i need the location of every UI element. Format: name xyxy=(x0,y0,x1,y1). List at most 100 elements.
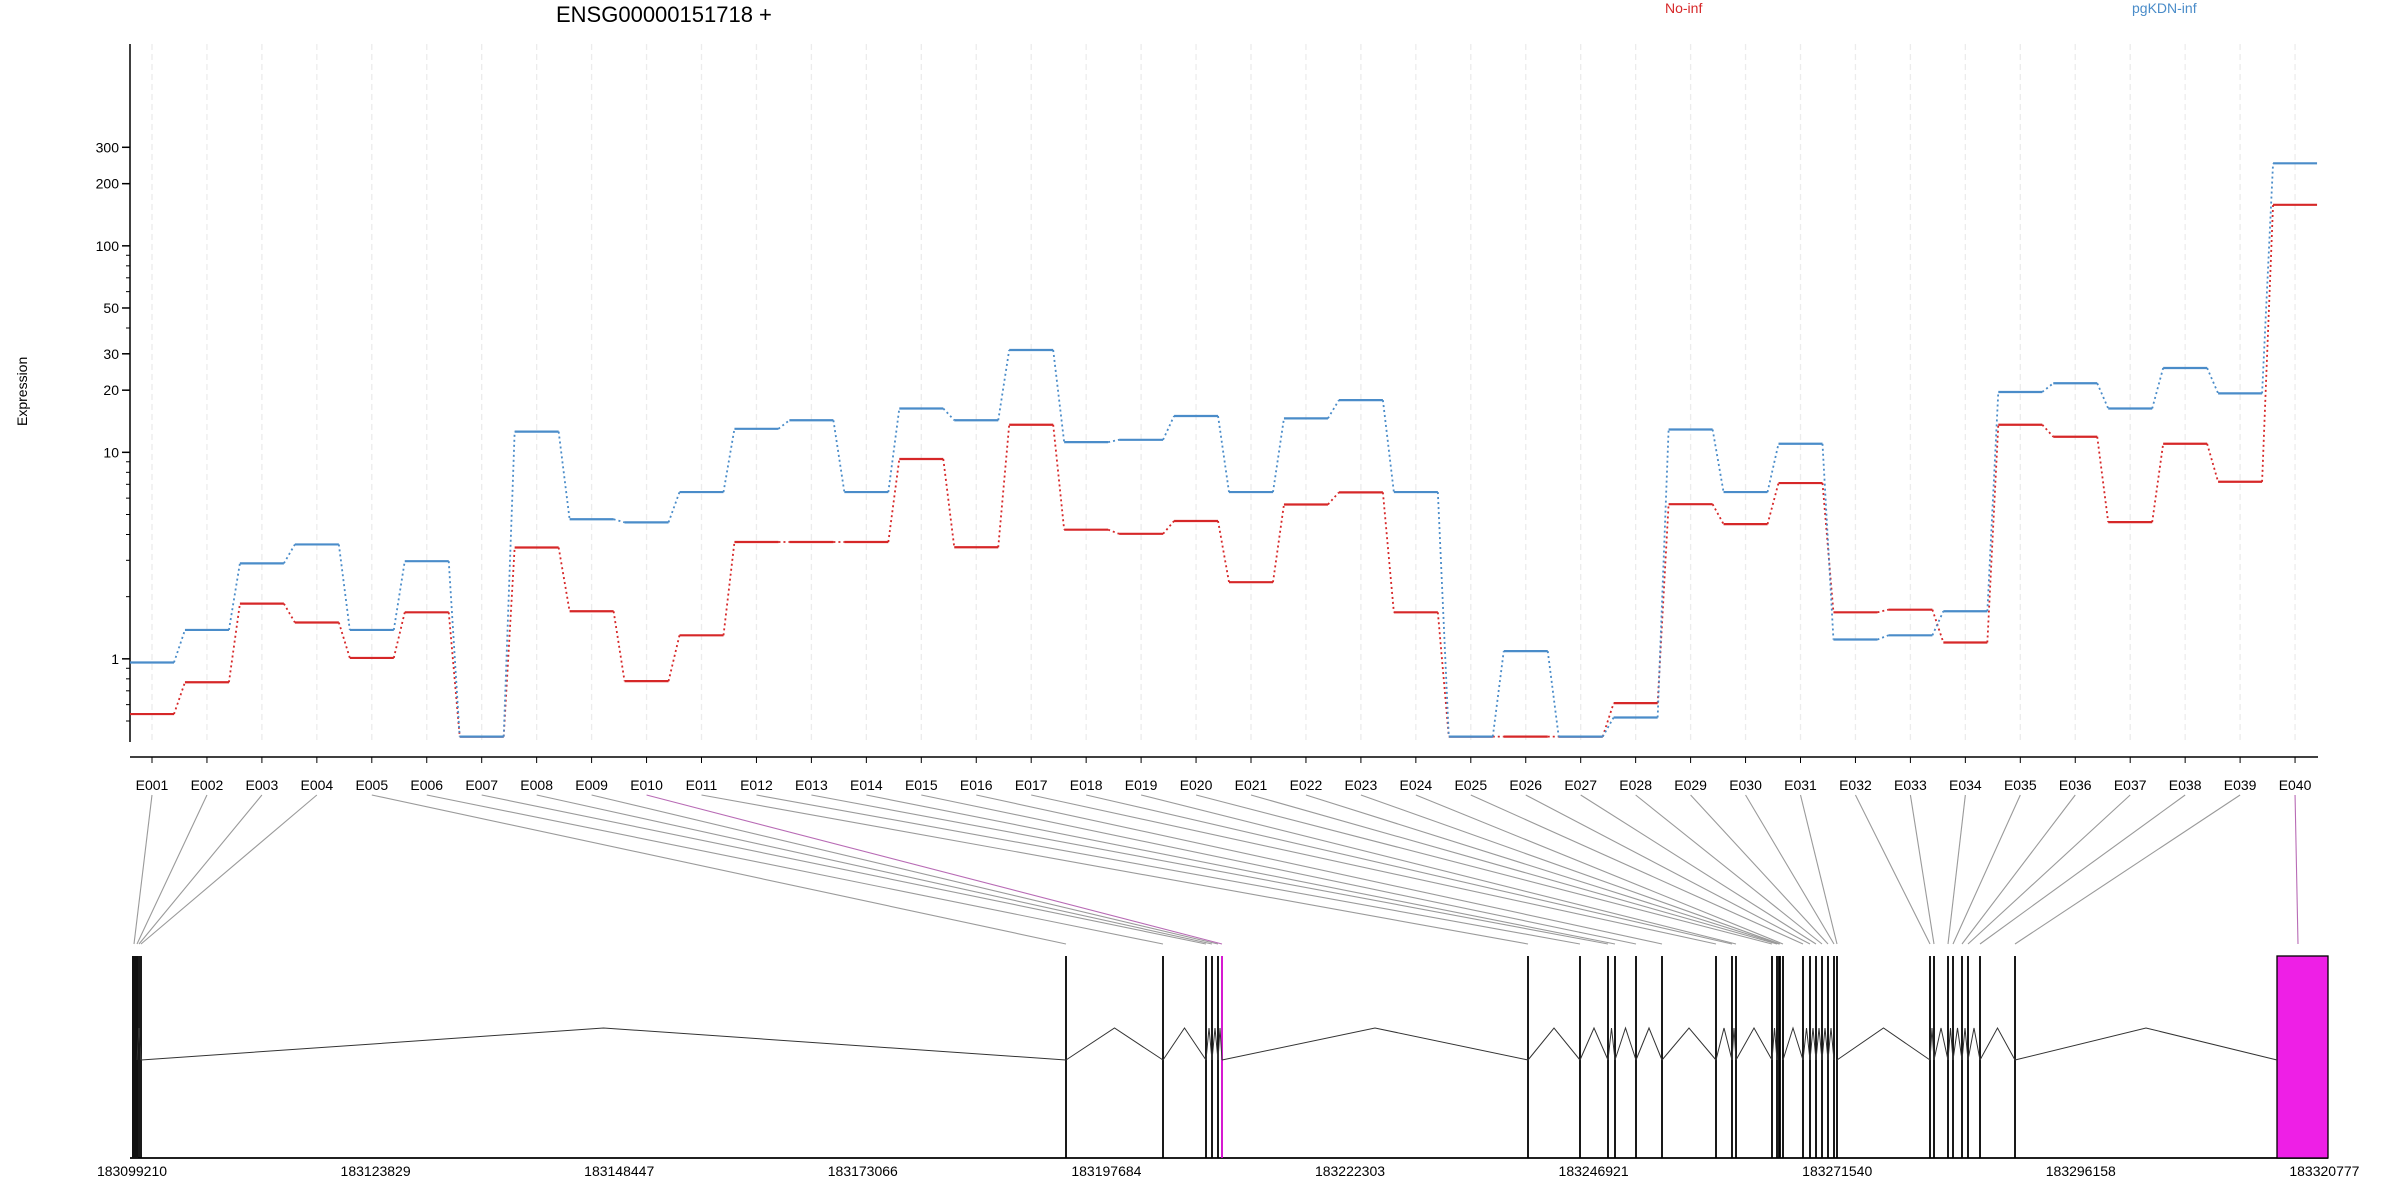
exon-connector xyxy=(1525,794,1811,945)
intron-line xyxy=(2014,1027,2278,1061)
genomic-coordinate-label: 183123829 xyxy=(341,1163,411,1179)
exon-connector xyxy=(1360,794,1781,945)
genomic-coordinate-label: 183296158 xyxy=(2046,1163,2116,1179)
exon-connector xyxy=(1909,794,1935,945)
x-tick-label: E013 xyxy=(795,777,828,793)
x-tick-label: E030 xyxy=(1729,777,1762,793)
data-connector xyxy=(557,431,571,520)
data-connector xyxy=(887,458,901,543)
intron-line xyxy=(1614,1026,1637,1061)
intron-line xyxy=(1065,1027,1164,1061)
intron-line xyxy=(1221,1027,1529,1061)
data-connector xyxy=(1656,504,1670,704)
x-tick-label: E012 xyxy=(740,777,773,793)
genomic-coordinate-label: 183099210 xyxy=(97,1163,167,1179)
data-connector xyxy=(612,611,626,682)
exon-connector xyxy=(536,794,1213,945)
intron-line xyxy=(1802,1027,1811,1061)
x-tick-label: E018 xyxy=(1070,777,1103,793)
intron-line xyxy=(1947,1027,1954,1061)
data-connector xyxy=(337,544,351,631)
series-pgkdn-inf xyxy=(130,162,2318,738)
data-connector xyxy=(1052,349,1066,443)
exon-connector xyxy=(811,794,1609,945)
exon-connector xyxy=(1195,794,1773,945)
x-tick-label: E021 xyxy=(1235,777,1268,793)
exon-block xyxy=(132,956,138,1158)
data-connector xyxy=(1601,717,1615,738)
genomic-coordinate-label: 183197684 xyxy=(1071,1163,1141,1179)
exon-connector xyxy=(866,794,1616,945)
x-tick-label: E039 xyxy=(2224,777,2257,793)
x-tick-label: E004 xyxy=(300,777,333,793)
data-connector xyxy=(502,431,516,737)
data-connector xyxy=(667,635,681,682)
data-connector xyxy=(722,541,736,636)
data-connector xyxy=(283,543,296,564)
data-connector xyxy=(1877,608,1889,614)
intron-line xyxy=(1952,1027,1963,1061)
exon-connector xyxy=(1305,794,1780,945)
x-tick-label: E011 xyxy=(686,777,718,793)
exon-connector xyxy=(140,794,318,945)
data-connector xyxy=(173,681,186,715)
data-connector xyxy=(447,612,461,737)
genomic-coordinate-label: 183320777 xyxy=(2289,1163,2359,1179)
data-connector xyxy=(1436,612,1450,737)
intron-line xyxy=(1731,1027,1737,1061)
data-connector xyxy=(2041,382,2054,393)
legend-entry-no-inf: No-inf xyxy=(1665,0,1703,16)
exon-connector xyxy=(1854,794,1931,945)
exon-connector xyxy=(371,794,1067,945)
exon-connector xyxy=(1961,794,2076,945)
exon-connector xyxy=(1086,794,1733,945)
exon-connector xyxy=(1745,794,1835,945)
intron-line xyxy=(1771,1027,1778,1061)
data-connector xyxy=(1107,438,1120,444)
intron-line xyxy=(1715,1027,1733,1061)
x-tick-label: E022 xyxy=(1290,777,1323,793)
data-connector xyxy=(942,407,955,421)
x-tick-label: E028 xyxy=(1619,777,1652,793)
data-connector xyxy=(1382,400,1395,493)
data-connector xyxy=(667,491,681,523)
data-connector xyxy=(337,622,351,659)
genomic-coordinate-label: 183246921 xyxy=(1559,1163,1629,1179)
x-tick-label: E023 xyxy=(1345,777,1378,793)
x-tick-label: E025 xyxy=(1454,777,1487,793)
intron-line xyxy=(1961,1027,1969,1061)
intron-line xyxy=(1217,1027,1223,1061)
x-tick-label: E019 xyxy=(1125,777,1158,793)
intron-line xyxy=(136,1027,142,1061)
x-tick-label: E037 xyxy=(2114,777,2147,793)
data-connector xyxy=(942,458,956,548)
data-connector xyxy=(1601,702,1615,737)
x-tick-label: E035 xyxy=(2004,777,2037,793)
x-tick-label: E027 xyxy=(1564,777,1597,793)
data-connector xyxy=(1766,443,1780,493)
data-connector xyxy=(1986,424,2000,643)
data-connector xyxy=(2041,424,2054,438)
exon-connector xyxy=(1031,794,1717,945)
x-tick-label: E017 xyxy=(1015,777,1048,793)
data-connector xyxy=(1217,520,1230,583)
exon-connector xyxy=(591,794,1219,945)
data-connector xyxy=(173,629,186,663)
x-tick-label: E038 xyxy=(2169,777,2202,793)
x-tick-label: E029 xyxy=(1674,777,1707,793)
data-connector xyxy=(1711,503,1725,525)
data-connector xyxy=(1546,650,1560,737)
x-tick-label: E014 xyxy=(850,777,883,793)
data-connector xyxy=(557,547,571,612)
data-connector xyxy=(2096,382,2110,409)
intron-line xyxy=(1929,1027,1935,1061)
data-connector xyxy=(887,408,901,493)
data-connector xyxy=(1217,415,1230,493)
grid-layer xyxy=(151,44,2296,740)
intron-line xyxy=(1635,1026,1663,1061)
x-tick-label: E005 xyxy=(355,777,388,793)
intron-line xyxy=(1933,1027,1949,1061)
exon-connector xyxy=(1250,794,1778,945)
intron-line xyxy=(1967,1027,1981,1061)
x-tick-label: E015 xyxy=(905,777,938,793)
